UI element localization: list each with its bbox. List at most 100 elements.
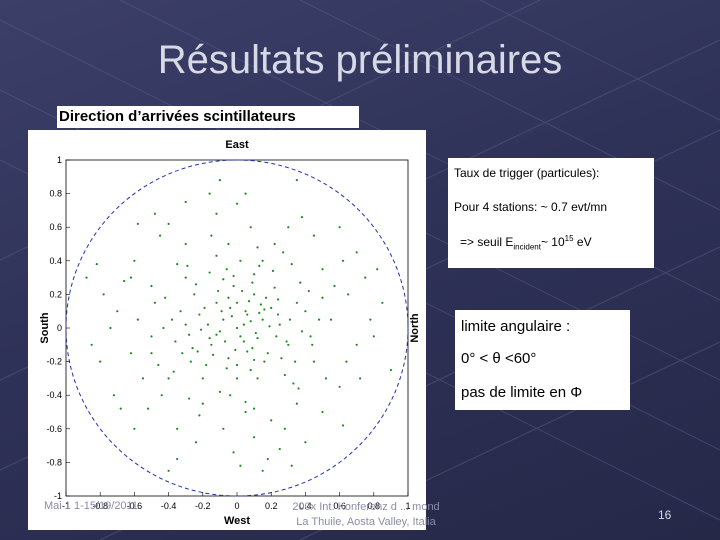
y-axis-label-left: South — [39, 312, 51, 343]
data-point — [278, 323, 281, 326]
data-point — [176, 263, 179, 266]
x-tick-label: -0.8 — [92, 501, 108, 511]
data-point — [287, 343, 290, 346]
data-point — [249, 320, 252, 323]
data-point — [304, 310, 307, 313]
data-point — [174, 340, 177, 343]
data-point — [300, 330, 304, 333]
limit-heading: limite angulaire : — [461, 318, 571, 335]
data-point — [246, 313, 249, 316]
scatter-chart: -1 -0.8 -0.6 -0.4 -0.2 0 0.2 0.4 0.6 0.8 1 1 0.8 0.6… — [39, 139, 421, 527]
data-point — [333, 284, 336, 288]
data-point — [242, 323, 245, 326]
data-point — [317, 318, 321, 321]
data-point — [271, 269, 275, 272]
data-point — [241, 289, 244, 293]
threshold-prefix: => seuil E — [460, 235, 514, 249]
y-tick-label: 0.2 — [49, 289, 62, 299]
data-point — [201, 402, 204, 405]
data-point — [249, 226, 252, 229]
footer-date: Mai 1 1-15/19/2011 — [44, 500, 138, 512]
data-point — [160, 394, 163, 397]
data-point — [283, 427, 286, 430]
data-point — [287, 226, 290, 229]
footer-conference-line-1: 200x Int. Konferenz d ... mond — [292, 501, 440, 513]
data-point — [290, 263, 293, 266]
y-tick-labels: 1 0.8 0.6 0.4 0.2 0 -0.2 -0.4 -0.6 -0.8 -1 — [46, 155, 70, 501]
data-point — [256, 377, 259, 380]
data-point — [157, 363, 160, 367]
data-point — [307, 289, 310, 293]
threshold-approx: ~ 10 — [540, 235, 565, 249]
data-point — [389, 368, 392, 372]
data-point — [300, 216, 304, 219]
y-tick-label: -0.2 — [46, 357, 62, 367]
data-point — [341, 424, 345, 427]
data-point — [167, 469, 170, 472]
data-point — [275, 335, 278, 338]
trigger-heading: Taux de trigger (particules): — [454, 166, 600, 180]
x-tick-label: 0.4 — [299, 501, 312, 511]
x-tick-label: -0.2 — [195, 501, 211, 511]
x-axis-label: West — [224, 515, 250, 527]
data-point — [211, 353, 215, 356]
data-point — [188, 333, 191, 336]
data-point — [290, 464, 293, 467]
data-point — [256, 246, 259, 249]
data-point — [201, 377, 204, 380]
stations-rate: Pour 4 stations: ~ 0.7 evt/mn — [454, 200, 608, 214]
data-point — [181, 352, 184, 355]
data-point — [295, 179, 298, 182]
data-point — [235, 301, 239, 304]
data-point — [304, 441, 307, 444]
data-point — [270, 419, 273, 422]
data-point — [227, 242, 230, 246]
data-point — [251, 347, 254, 350]
data-point — [210, 343, 213, 346]
data-point — [218, 179, 221, 182]
data-point — [282, 251, 285, 254]
data-point — [264, 296, 268, 299]
data-point — [129, 276, 133, 279]
data-point — [176, 457, 179, 461]
data-point — [254, 331, 257, 335]
data-point — [347, 293, 350, 296]
data-point — [232, 451, 235, 454]
data-point — [133, 427, 136, 430]
data-point — [119, 407, 122, 410]
data-point — [112, 394, 115, 397]
y-tick-label: 1 — [57, 155, 62, 165]
data-point — [218, 390, 221, 393]
data-point — [220, 310, 223, 313]
data-point — [184, 276, 187, 279]
data-point — [244, 400, 247, 404]
threshold-unit: eV — [573, 235, 592, 249]
data-point — [251, 281, 254, 284]
data-point — [253, 407, 256, 410]
data-point — [369, 318, 372, 321]
data-point — [227, 357, 230, 360]
footer-conference: 200x Int. Konferenz d ... mond La Thuile… — [276, 500, 456, 530]
data-point — [276, 298, 280, 301]
data-point — [194, 441, 198, 444]
data-point — [244, 192, 247, 195]
data-point — [215, 212, 218, 215]
data-point — [253, 436, 256, 439]
data-point — [285, 340, 288, 343]
y-tick-label: -0.8 — [46, 457, 62, 467]
data-point — [263, 360, 266, 363]
x-tick-label: 0.8 — [368, 501, 381, 511]
data-point — [184, 323, 187, 326]
y-axis-label-right: North — [409, 313, 421, 343]
data-point — [266, 352, 269, 355]
threshold-exponent: 15 — [564, 234, 574, 243]
y-tick-label: 0.4 — [49, 256, 62, 266]
y-tick-label: 0 — [57, 323, 62, 333]
data-point — [283, 373, 286, 377]
data-point — [230, 315, 233, 318]
data-point — [215, 254, 218, 257]
phi-limit: pas de limite en Φ — [461, 384, 583, 401]
data-point — [198, 313, 201, 316]
data-point — [244, 310, 247, 313]
data-point — [164, 296, 167, 299]
